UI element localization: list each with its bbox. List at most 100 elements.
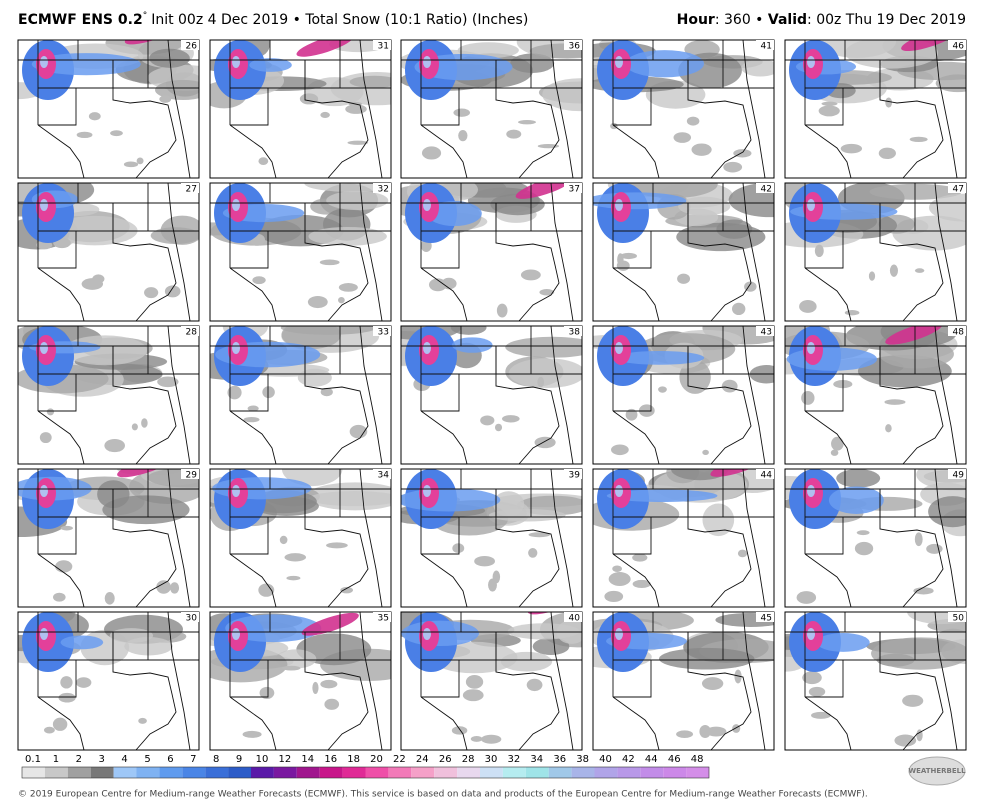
snow-scatter bbox=[144, 287, 159, 299]
member-bg bbox=[948, 326, 966, 336]
state-line bbox=[167, 39, 191, 179]
snow-gray bbox=[715, 612, 774, 627]
map-panel: 42 bbox=[592, 182, 775, 322]
snow-gray bbox=[450, 326, 487, 335]
snow-scatter bbox=[734, 669, 742, 684]
state-line bbox=[843, 373, 944, 465]
state-line bbox=[420, 124, 468, 179]
snow-purple bbox=[232, 56, 240, 68]
snow-scatter bbox=[262, 386, 275, 399]
snow-scatter bbox=[138, 717, 147, 724]
snow-lightblue bbox=[225, 614, 322, 643]
map-panel: 35 bbox=[209, 611, 392, 751]
snow-gray bbox=[658, 647, 755, 670]
colorbar-cell bbox=[548, 767, 572, 778]
state-line bbox=[934, 468, 958, 608]
member-number: 49 bbox=[953, 471, 965, 481]
state-line bbox=[459, 659, 560, 751]
snow-purple bbox=[40, 485, 48, 497]
member-number: 42 bbox=[761, 185, 772, 195]
colorbar-cell bbox=[502, 767, 526, 778]
snow-scatter bbox=[60, 676, 73, 689]
snow-scatter bbox=[156, 580, 171, 594]
snow-lightblue bbox=[212, 477, 312, 500]
state-line bbox=[843, 230, 944, 322]
snow-purple bbox=[615, 485, 623, 497]
state-line bbox=[37, 267, 85, 322]
snow-scatter bbox=[458, 130, 468, 142]
state-line bbox=[805, 374, 844, 412]
snow-field bbox=[210, 326, 380, 439]
snow-purple bbox=[423, 199, 431, 211]
snow-purple bbox=[615, 199, 623, 211]
snow-scatter bbox=[76, 131, 93, 139]
snow-scatter bbox=[914, 532, 923, 547]
state-line bbox=[613, 374, 652, 412]
snow-scatter bbox=[88, 112, 101, 121]
snow-scatter bbox=[520, 269, 541, 281]
snow-scatter bbox=[686, 116, 700, 126]
map-panel: 39 bbox=[400, 468, 583, 608]
snow-scatter bbox=[104, 592, 115, 605]
snow-scatter bbox=[452, 543, 465, 554]
map-panel: 46 bbox=[784, 39, 967, 179]
snow-scatter bbox=[259, 686, 275, 699]
member-number: 30 bbox=[186, 614, 198, 624]
colorbar-cell bbox=[388, 767, 412, 778]
state-line bbox=[37, 124, 85, 179]
logo: WEATHERBELL bbox=[908, 756, 966, 786]
snow-scatter bbox=[517, 120, 537, 125]
state-line bbox=[805, 231, 844, 269]
panel-border bbox=[592, 468, 775, 608]
colorbar-label: 6 bbox=[167, 754, 173, 765]
colorbar-label: 20 bbox=[370, 754, 383, 765]
colorbar-cell bbox=[480, 767, 503, 778]
state-line bbox=[420, 410, 468, 465]
state-line bbox=[550, 611, 574, 751]
snow-gray bbox=[308, 226, 387, 246]
snow-scatter bbox=[723, 161, 743, 173]
panel-border bbox=[400, 182, 583, 322]
panel-border bbox=[784, 39, 967, 179]
colorbar-label: 46 bbox=[668, 754, 681, 765]
snow-scatter bbox=[854, 541, 874, 556]
hour-label: Hour bbox=[677, 12, 715, 28]
snow-scatter bbox=[110, 130, 123, 137]
logo-shape bbox=[908, 756, 966, 786]
colorbar-cell bbox=[663, 767, 687, 778]
member-number: 43 bbox=[761, 328, 772, 338]
snow-band bbox=[301, 612, 359, 636]
snow-gray bbox=[155, 79, 199, 100]
state-line bbox=[359, 39, 383, 179]
snow-scatter bbox=[326, 542, 348, 549]
snow-scatter bbox=[796, 591, 817, 604]
snow-gray bbox=[869, 183, 962, 200]
state-line bbox=[804, 124, 852, 179]
snow-gray bbox=[741, 59, 774, 77]
member-bg bbox=[948, 40, 966, 50]
snow-scatter bbox=[462, 689, 484, 702]
state-line bbox=[612, 696, 660, 751]
snow-scatter bbox=[43, 726, 55, 734]
snow-purple bbox=[615, 56, 623, 68]
valid-time: Hour: 360 • Valid: 00z Thu 19 Dec 2019 bbox=[677, 12, 966, 28]
snow-scatter bbox=[157, 376, 179, 388]
snow-gray bbox=[493, 491, 525, 517]
state-line bbox=[359, 325, 383, 465]
snow-scatter bbox=[252, 276, 266, 285]
state-line bbox=[651, 87, 752, 179]
member-bg bbox=[564, 612, 582, 622]
snow-lightblue bbox=[60, 635, 104, 650]
member-number: 41 bbox=[761, 42, 772, 52]
colorbar-cell bbox=[365, 767, 389, 778]
snow-scatter bbox=[75, 677, 92, 688]
map-panel: 47 bbox=[784, 182, 967, 322]
member-number: 27 bbox=[186, 185, 197, 195]
state-line bbox=[229, 267, 277, 322]
state-line bbox=[613, 660, 652, 698]
state-line bbox=[421, 660, 460, 698]
panel-border bbox=[592, 39, 775, 179]
snow-scatter bbox=[481, 734, 502, 744]
snow-scatter bbox=[894, 734, 917, 747]
state-line bbox=[268, 516, 369, 608]
